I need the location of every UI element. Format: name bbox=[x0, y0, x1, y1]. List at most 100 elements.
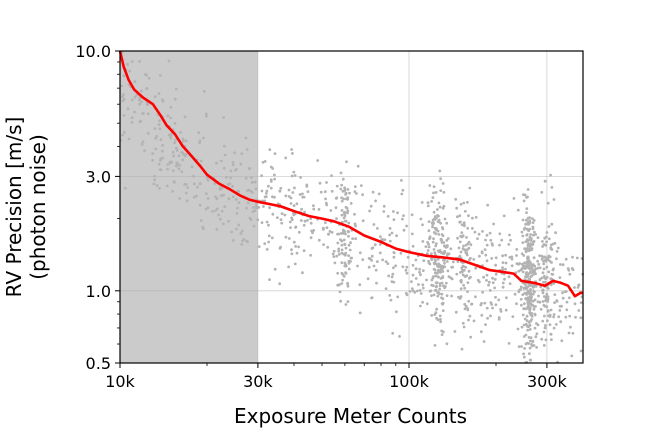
scatter-point bbox=[144, 72, 147, 76]
scatter-point bbox=[526, 188, 530, 191]
scatter-point bbox=[396, 295, 400, 299]
scatter-point bbox=[293, 262, 297, 266]
scatter-point bbox=[295, 202, 299, 206]
scatter-point bbox=[456, 260, 460, 263]
scatter-point bbox=[415, 289, 419, 293]
scatter-point bbox=[571, 331, 575, 335]
scatter-point bbox=[443, 258, 446, 262]
scatter-point bbox=[358, 283, 362, 287]
scatter-point bbox=[521, 234, 525, 238]
scatter-point bbox=[180, 150, 184, 154]
scatter-point bbox=[374, 199, 377, 203]
scatter-point bbox=[544, 338, 548, 342]
scatter-point bbox=[440, 292, 444, 296]
scatter-point bbox=[517, 290, 521, 294]
scatter-point bbox=[153, 127, 157, 130]
scatter-point bbox=[494, 263, 497, 267]
scatter-point bbox=[507, 342, 511, 345]
scatter-point bbox=[531, 303, 534, 307]
scatter-point bbox=[546, 319, 549, 323]
scatter-point bbox=[175, 149, 179, 152]
scatter-point bbox=[527, 304, 530, 308]
scatter-point bbox=[201, 225, 205, 229]
scatter-point bbox=[344, 246, 348, 250]
scatter-point bbox=[460, 347, 464, 351]
scatter-point bbox=[433, 271, 437, 275]
scatter-point bbox=[439, 318, 442, 321]
scatter-point bbox=[531, 221, 535, 225]
scatter-point bbox=[526, 195, 529, 199]
scatter-point bbox=[425, 302, 429, 306]
scatter-point bbox=[441, 182, 445, 185]
scatter-point bbox=[531, 217, 534, 221]
scatter-point bbox=[421, 269, 425, 272]
scatter-point bbox=[434, 262, 437, 265]
scatter-point bbox=[445, 221, 449, 225]
scatter-point bbox=[421, 240, 425, 243]
scatter-point bbox=[553, 293, 557, 296]
scatter-point bbox=[466, 307, 470, 310]
scatter-point bbox=[522, 307, 526, 311]
scatter-point bbox=[522, 228, 526, 231]
scatter-point bbox=[459, 202, 463, 206]
scatter-point bbox=[474, 215, 478, 219]
scatter-point bbox=[509, 238, 512, 242]
scatter-point bbox=[526, 216, 530, 220]
scatter-point bbox=[219, 194, 223, 198]
scatter-point bbox=[227, 197, 231, 201]
y-axis-label-line-1: RV Precision [m/s] bbox=[2, 117, 26, 298]
scatter-point bbox=[577, 309, 581, 312]
scatter-point bbox=[198, 203, 202, 207]
scatter-point bbox=[522, 352, 525, 356]
scatter-point bbox=[292, 240, 296, 244]
scatter-point bbox=[533, 290, 536, 294]
scatter-point bbox=[525, 233, 529, 236]
scatter-point bbox=[268, 278, 271, 281]
scatter-point bbox=[398, 335, 401, 338]
scatter-point bbox=[295, 251, 299, 255]
scatter-point bbox=[161, 156, 165, 160]
scatter-point bbox=[339, 171, 343, 175]
scatter-point bbox=[204, 207, 208, 211]
scatter-point bbox=[140, 100, 143, 104]
scatter-point bbox=[532, 219, 536, 222]
scatter-point bbox=[541, 289, 545, 292]
scatter-point bbox=[525, 260, 529, 264]
scatter-point bbox=[260, 221, 264, 225]
scatter-point bbox=[143, 149, 147, 153]
scatter-point bbox=[172, 154, 176, 158]
scatter-point bbox=[153, 178, 157, 182]
scatter-point bbox=[122, 114, 126, 117]
scatter-point bbox=[154, 147, 158, 151]
scatter-point bbox=[498, 243, 501, 247]
scatter-point bbox=[466, 281, 470, 284]
scatter-point bbox=[287, 265, 290, 269]
scatter-point bbox=[465, 253, 469, 257]
scatter-point bbox=[167, 133, 171, 137]
scatter-point bbox=[252, 206, 255, 209]
scatter-point bbox=[205, 176, 209, 180]
scatter-point bbox=[565, 308, 569, 312]
scatter-point bbox=[126, 62, 129, 66]
scatter-point bbox=[573, 302, 577, 306]
scatter-point bbox=[159, 159, 162, 162]
scatter-point bbox=[501, 281, 505, 285]
scatter-point bbox=[545, 276, 549, 279]
scatter-point bbox=[227, 219, 231, 223]
scatter-point bbox=[522, 286, 526, 290]
scatter-point bbox=[521, 313, 525, 317]
scatter-point bbox=[121, 95, 124, 99]
scatter-point bbox=[292, 170, 296, 174]
scatter-point bbox=[434, 242, 438, 246]
scatter-point bbox=[485, 259, 489, 263]
scatter-point bbox=[428, 235, 432, 239]
scatter-point bbox=[253, 180, 257, 184]
scatter-point bbox=[524, 287, 528, 290]
scatter-point bbox=[522, 355, 526, 359]
scatter-point bbox=[461, 268, 464, 272]
scatter-point bbox=[434, 232, 438, 236]
scatter-point bbox=[439, 277, 443, 280]
scatter-point bbox=[346, 209, 350, 213]
scatter-point bbox=[356, 264, 359, 268]
